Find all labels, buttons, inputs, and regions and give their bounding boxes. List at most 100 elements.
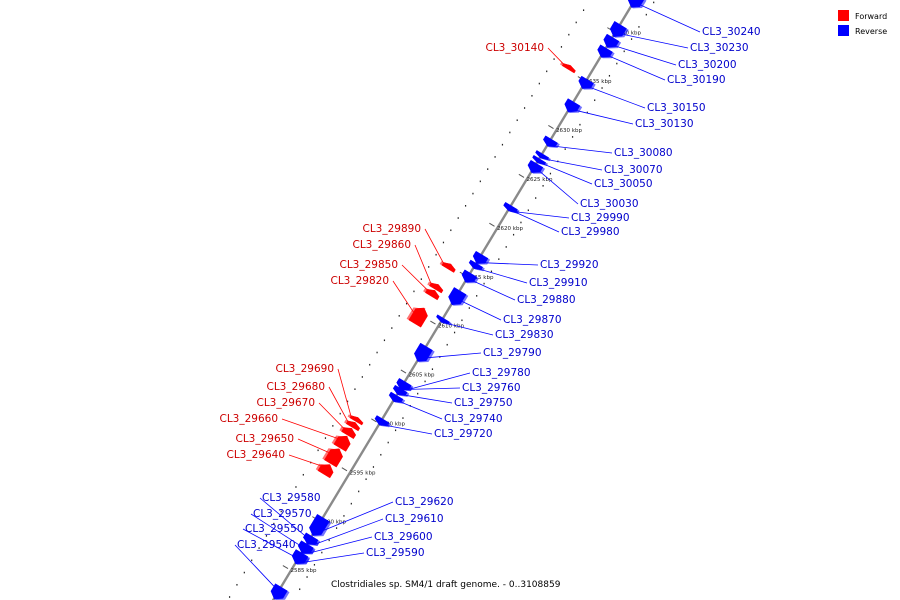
gene-label[interactable]: CL3_29860 bbox=[352, 239, 411, 251]
gene-leader-line bbox=[609, 56, 666, 81]
gene-label[interactable]: CL3_30050 bbox=[594, 178, 653, 190]
track-dot bbox=[442, 241, 445, 244]
gene-label[interactable]: CL3_29850 bbox=[339, 259, 398, 271]
gene-CL3_30140[interactable] bbox=[560, 62, 576, 74]
gene-arrow[interactable] bbox=[333, 435, 351, 452]
gene-CL3_29640[interactable] bbox=[315, 463, 334, 479]
gene-CL3_29790[interactable] bbox=[414, 342, 435, 363]
gene-arrow[interactable] bbox=[532, 154, 547, 165]
track-dot bbox=[575, 21, 577, 24]
gene-CL3_30030[interactable] bbox=[527, 159, 545, 174]
gene-arrow[interactable] bbox=[609, 20, 627, 37]
gene-label[interactable]: CL3_29610 bbox=[385, 513, 444, 525]
genome-caption: Clostridiales sp. SM4/1 draft genome. - … bbox=[331, 580, 561, 590]
track-dot bbox=[413, 290, 415, 293]
gene-arrow[interactable] bbox=[309, 513, 330, 536]
gene-label[interactable]: CL3_29990 bbox=[571, 212, 630, 224]
gene-label[interactable]: CL3_29830 bbox=[495, 329, 554, 341]
tick-label: 2610 kbp bbox=[438, 324, 464, 330]
gene-label[interactable]: CL3_29980 bbox=[561, 226, 620, 238]
gene-leader-line bbox=[461, 301, 502, 321]
gene-arrow[interactable] bbox=[345, 420, 361, 432]
gene-label[interactable]: CL3_30230 bbox=[690, 42, 749, 54]
track-dot bbox=[645, 13, 647, 16]
gene-label[interactable]: CL3_29600 bbox=[374, 531, 433, 543]
track-dot bbox=[228, 596, 231, 598]
gene-label[interactable]: CL3_29880 bbox=[517, 294, 576, 306]
gene-arrow[interactable] bbox=[424, 289, 440, 301]
gene-arrow[interactable] bbox=[396, 377, 412, 391]
gene-leader-line bbox=[428, 352, 482, 359]
gene-CL3_29820[interactable] bbox=[406, 307, 428, 328]
gene-arrow[interactable] bbox=[472, 250, 489, 264]
gene-CL3_29610[interactable] bbox=[303, 532, 321, 546]
gene-label[interactable]: CL3_30190 bbox=[667, 74, 726, 86]
gene-CL3_29620[interactable] bbox=[309, 513, 332, 537]
gene-leader-line bbox=[481, 269, 528, 284]
gene-CL3_29600[interactable] bbox=[297, 541, 315, 555]
gene-leader-line bbox=[259, 497, 316, 545]
gene-label[interactable]: CL3_29620 bbox=[395, 496, 454, 508]
track-dot bbox=[516, 119, 518, 122]
gene-arrow[interactable] bbox=[441, 262, 456, 273]
tick-mark bbox=[341, 467, 348, 472]
gene-label[interactable]: CL3_29640 bbox=[226, 449, 285, 461]
gene-label[interactable]: CL3_29570 bbox=[253, 508, 312, 520]
track-dot bbox=[582, 9, 585, 12]
gene-label[interactable]: CL3_29740 bbox=[444, 413, 503, 425]
gene-CL3_29650[interactable] bbox=[322, 448, 343, 468]
track-dot bbox=[608, 74, 611, 77]
gene-label[interactable]: CL3_29680 bbox=[266, 381, 325, 393]
gene-label[interactable]: CL3_29820 bbox=[330, 275, 389, 287]
gene-arrow[interactable] bbox=[303, 532, 319, 545]
gene-label[interactable]: CL3_29920 bbox=[540, 259, 599, 271]
gene-CL3_29590[interactable] bbox=[291, 549, 311, 565]
gene-CL3_29870[interactable] bbox=[448, 287, 469, 306]
gene-arrow[interactable] bbox=[535, 150, 550, 161]
track-dot bbox=[417, 392, 419, 395]
gene-arrow[interactable] bbox=[543, 135, 558, 148]
gene-label[interactable]: CL3_29580 bbox=[262, 492, 321, 504]
gene-label[interactable]: CL3_30080 bbox=[614, 147, 673, 159]
gene-label[interactable]: CL3_29790 bbox=[483, 347, 542, 359]
gene-label[interactable]: CL3_29650 bbox=[235, 433, 294, 445]
gene-label[interactable]: CL3_29760 bbox=[462, 382, 521, 394]
gene-arrow[interactable] bbox=[578, 75, 594, 89]
gene-label[interactable]: CL3_30240 bbox=[702, 26, 761, 38]
gene-label[interactable]: CL3_29750 bbox=[454, 397, 513, 409]
track-dot bbox=[295, 486, 297, 488]
gene-leader-line bbox=[615, 45, 677, 66]
gene-label[interactable]: CL3_30070 bbox=[604, 164, 663, 176]
track-dot bbox=[380, 453, 382, 456]
gene-label[interactable]: CL3_30130 bbox=[635, 118, 694, 130]
gene-label[interactable]: CL3_29590 bbox=[366, 547, 425, 559]
gene-label[interactable]: CL3_29660 bbox=[219, 413, 278, 425]
gene-label[interactable]: CL3_29870 bbox=[503, 314, 562, 326]
gene-label[interactable]: CL3_30030 bbox=[580, 198, 639, 210]
gene-CL3_30230[interactable] bbox=[609, 20, 629, 38]
gene-arrow[interactable] bbox=[414, 342, 433, 362]
gene-label[interactable]: CL3_30140 bbox=[485, 42, 544, 54]
gene-label[interactable]: CL3_29540 bbox=[237, 539, 296, 551]
gene-label[interactable]: CL3_29890 bbox=[362, 223, 421, 235]
track-dot bbox=[361, 376, 363, 378]
gene-label[interactable]: CL3_29690 bbox=[275, 363, 334, 375]
track-dot bbox=[494, 156, 496, 158]
track-dot bbox=[535, 197, 537, 199]
gene-leader-line bbox=[288, 454, 322, 467]
track-dot bbox=[265, 535, 268, 537]
gene-label[interactable]: CL3_30150 bbox=[647, 102, 706, 114]
gene-label[interactable]: CL3_30200 bbox=[678, 59, 737, 71]
gene-CL3_30070[interactable] bbox=[535, 150, 551, 162]
gene-CL3_29890[interactable] bbox=[439, 261, 456, 273]
track-dot bbox=[568, 33, 570, 36]
gene-arrow[interactable] bbox=[392, 384, 408, 396]
gene-CL3_29830[interactable] bbox=[436, 314, 452, 326]
gene-label[interactable]: CL3_29720 bbox=[434, 428, 493, 440]
gene-label[interactable]: CL3_29670 bbox=[256, 397, 315, 409]
track-dot bbox=[369, 363, 371, 366]
gene-label[interactable]: CL3_29910 bbox=[529, 277, 588, 289]
gene-arrow[interactable] bbox=[461, 269, 478, 283]
gene-label[interactable]: CL3_29780 bbox=[472, 367, 531, 379]
gene-arrow-shade bbox=[531, 167, 545, 174]
